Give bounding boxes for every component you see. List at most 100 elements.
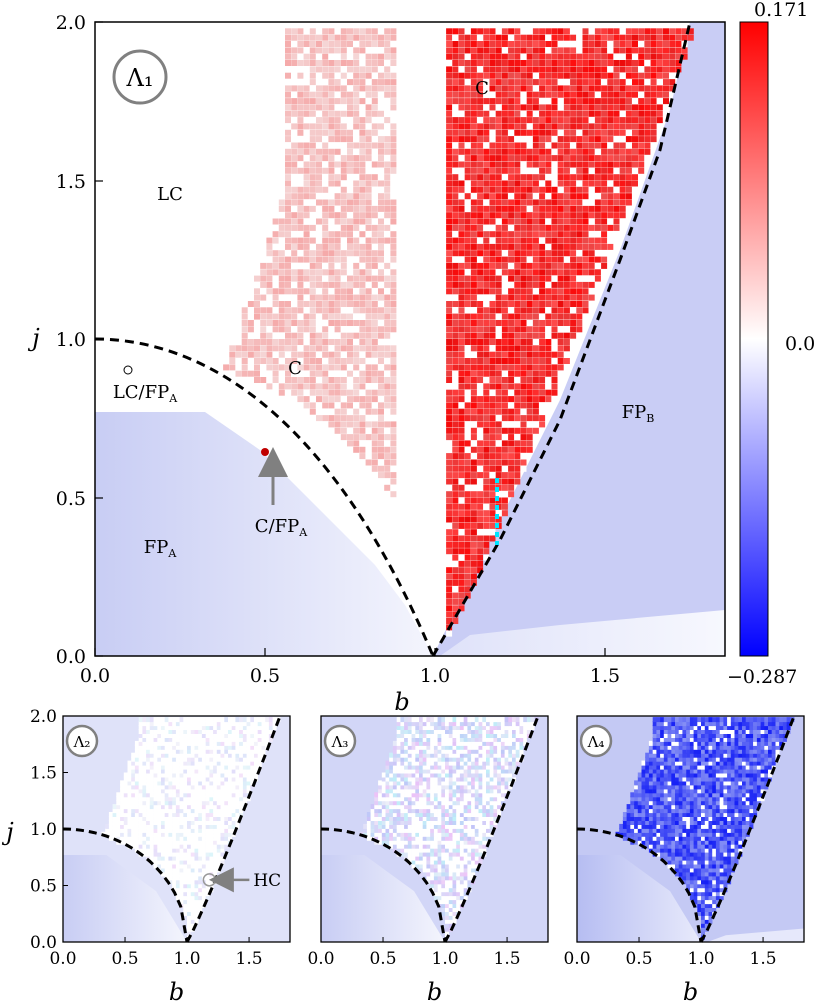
small-chaos-cell (123, 820, 128, 825)
chaos-cell (390, 351, 397, 358)
small-chaos-cell (205, 768, 210, 774)
small-chaos-cell (161, 756, 165, 762)
chaos-cell (601, 212, 608, 219)
small-chaos-cell (198, 808, 203, 814)
small-chaos-cell (209, 796, 214, 802)
chaos-cell (452, 275, 459, 282)
small-chaos-cell (246, 768, 251, 774)
chaos-cell (495, 326, 502, 333)
small-chaos-cell (463, 839, 468, 845)
chaos-cell (316, 129, 322, 136)
chaos-cell (340, 41, 347, 47)
chaos-cell (334, 237, 341, 244)
small-chaos-cell (187, 847, 191, 853)
small-chaos-cell (183, 717, 188, 723)
chaos-cell (557, 370, 564, 377)
chaos-cell (464, 167, 471, 174)
small-chaos-cell (146, 764, 151, 770)
chaos-cell (285, 320, 291, 326)
chaos-cell (495, 117, 502, 124)
small-chaos-cell (190, 823, 195, 829)
chaos-cell (563, 237, 570, 244)
chaos-cell (458, 250, 465, 257)
small-chaos-cell (441, 820, 446, 825)
chaos-cell (297, 301, 304, 307)
chaos-cell (526, 421, 533, 428)
small-chaos-cell (172, 871, 177, 877)
small-chaos-cell (157, 816, 162, 821)
chaos-cell (359, 155, 366, 162)
small-chaos-cell (205, 733, 210, 738)
chaos-cell (526, 281, 533, 288)
small-chaos-cell (164, 768, 169, 774)
chaos-cell (545, 79, 552, 86)
chaos-cell (551, 91, 558, 98)
label-fpa-sub: A (167, 547, 177, 560)
small-chaos-cell (228, 729, 232, 734)
chaos-cell (588, 250, 595, 257)
chaos-cell (656, 60, 663, 66)
chaos-cell (266, 262, 273, 269)
chaos-cell (470, 446, 477, 453)
small-chaos-cell (396, 820, 401, 825)
chaos-cell (340, 212, 347, 219)
small-chaos-cell (445, 910, 449, 916)
small-chaos-cell (142, 804, 147, 810)
chaos-cell (353, 364, 360, 371)
chaos-cell (557, 205, 564, 212)
small-chaos-cell (175, 812, 180, 817)
label-c-mid: C (288, 358, 302, 379)
chaos-cell (483, 351, 490, 358)
small-chaos-cell (138, 804, 143, 810)
small-chaos-cell (164, 744, 169, 750)
chaos-cell (483, 91, 490, 98)
small-chaos-cell (456, 851, 461, 857)
chaos-cell (260, 294, 267, 301)
chaos-cell (285, 326, 291, 333)
small-chaos-cell (179, 895, 184, 901)
small-chaos-cell (242, 725, 247, 730)
small-chaos-cell (201, 748, 206, 754)
chaos-cell (514, 104, 521, 111)
chaos-cell (291, 60, 298, 66)
chaos-cell (316, 136, 322, 143)
chaos-cell (607, 117, 614, 124)
small-chaos-cell (134, 768, 139, 774)
small-chaos-cell (149, 760, 154, 766)
small-chaos-cell (205, 756, 210, 762)
chaos-cell (328, 250, 335, 257)
chaos-cell (328, 301, 335, 307)
small-chaos-cell (209, 823, 214, 829)
chaos-cell (520, 193, 527, 200)
chaos-cell (508, 402, 515, 409)
small-chaos-cell (149, 788, 154, 794)
small-chaos-cell (164, 717, 169, 723)
small-chaos-cell (138, 772, 143, 778)
chaos-cell (378, 53, 384, 60)
small-chaos-cell (228, 764, 232, 770)
chaos-cell (570, 294, 577, 301)
chaos-cell (489, 465, 496, 472)
small-chaos-cell (190, 851, 195, 857)
chaos-cell (452, 250, 459, 257)
chaos-cell (446, 573, 453, 580)
chaos-cell (607, 243, 614, 250)
small-chaos-cell (172, 804, 177, 810)
chaos-cell (470, 231, 477, 238)
chaos-cell (464, 332, 471, 339)
chaos-cell (328, 98, 335, 105)
chaos-cell (303, 269, 310, 276)
chaos-cell (334, 66, 341, 73)
chaos-cell (501, 148, 508, 155)
small-chaos-cell (220, 725, 225, 730)
chaos-cell (241, 326, 248, 333)
chaos-cell (563, 307, 570, 314)
small-chaos-cell (153, 736, 158, 742)
small-chaos-cell (168, 863, 173, 869)
chaos-cell (601, 28, 608, 35)
chaos-cell (378, 402, 384, 409)
chaos-cell (594, 243, 601, 250)
chaos-cell (328, 167, 335, 174)
small-chaos-cell (205, 839, 210, 845)
chaos-cell (514, 415, 521, 422)
